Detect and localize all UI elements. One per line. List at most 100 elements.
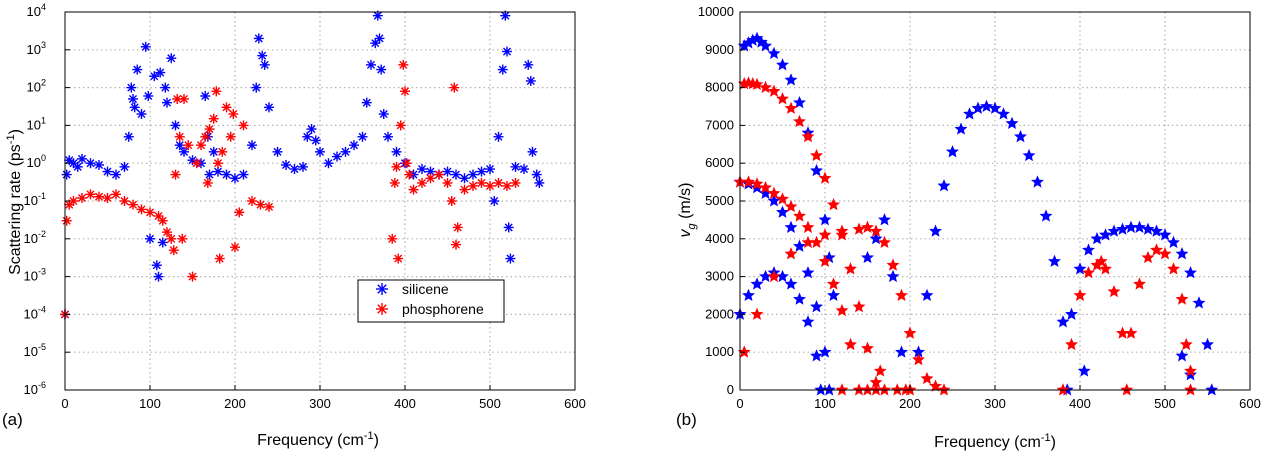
- chart-b-y-tick-label: 2000: [705, 306, 734, 321]
- point-silicene: [340, 146, 351, 157]
- point-silicene: [510, 161, 521, 172]
- chart-b-point: [1201, 337, 1214, 351]
- point-silicene: [349, 140, 359, 151]
- chart-b-point: [742, 288, 755, 301]
- point-phosphorene: [255, 199, 266, 210]
- point-silicene: [500, 10, 511, 21]
- chart-b-point: [784, 73, 798, 86]
- chart-b-x-tick-label: 200: [899, 396, 921, 411]
- point-silicene: [166, 53, 177, 64]
- chart-b-point: [844, 262, 857, 275]
- chart-b-point: [1048, 254, 1061, 267]
- chart-b-point: [784, 220, 798, 233]
- chart-a-y-tick-label: 10-4: [24, 304, 46, 321]
- point-silicene: [374, 33, 385, 44]
- point-silicene: [332, 151, 342, 162]
- chart-a-y-tick-label: 10-5: [24, 342, 46, 359]
- point-phosphorene: [234, 207, 245, 218]
- chart-b-point: [920, 288, 934, 301]
- chart-a-x-tick-label: 300: [309, 396, 331, 411]
- chart-b-point: [937, 179, 951, 192]
- chart-b-point: [793, 292, 806, 305]
- point-phosphorene: [119, 196, 130, 206]
- chart-a-y-tick-label: 10-2: [24, 229, 46, 246]
- point-silicene: [72, 161, 83, 172]
- chart-b-y-tick-label: 8000: [705, 80, 734, 95]
- chart-b-point: [861, 250, 874, 264]
- chart-b-point: [878, 213, 891, 226]
- point-silicene: [155, 67, 166, 78]
- chart-b-point: [929, 224, 942, 237]
- panel-label-a: (a): [2, 410, 23, 429]
- legend-marker-phosphorene: [376, 303, 388, 315]
- point-silicene: [123, 131, 134, 142]
- chart-b-point: [1141, 250, 1155, 264]
- legend-marker-silicene: [376, 283, 388, 295]
- point-phosphorene: [408, 184, 419, 195]
- chart-b-point: [1175, 349, 1189, 362]
- point-phosphorene: [417, 177, 427, 188]
- chart-b-x-tick-label: 600: [1239, 396, 1261, 411]
- chart-a-y-tick-label: 102: [27, 78, 46, 95]
- chart-a-x-tick-label: 600: [564, 396, 586, 411]
- point-phosphorene: [391, 161, 402, 172]
- point-phosphorene: [204, 124, 215, 135]
- chart-b-point: [873, 364, 887, 377]
- chart-b-point: [1090, 232, 1104, 245]
- point-silicene: [459, 173, 470, 184]
- series-silicene: [60, 10, 545, 320]
- point-silicene: [523, 59, 534, 70]
- chart-b-point: [784, 277, 798, 290]
- chart-b-point: [750, 307, 764, 320]
- point-silicene: [289, 164, 300, 175]
- point-silicene: [61, 169, 72, 180]
- chart-b-point: [818, 213, 832, 226]
- chart-b-x-axis-label: Frequency (cm-1): [934, 432, 1056, 451]
- point-phosphorene: [208, 113, 219, 124]
- chart-a-x-axis-label: Frequency (cm-1): [257, 430, 379, 449]
- chart-a-y-tick-label: 104: [27, 2, 46, 19]
- legend-label-silicene: silicene: [402, 281, 449, 297]
- chart-b-point: [776, 92, 789, 105]
- chart-b-point: [1133, 277, 1146, 290]
- point-silicene: [485, 164, 495, 175]
- chart-b-point: [767, 269, 781, 283]
- point-silicene: [132, 64, 143, 75]
- chart-b-x-ticks: 0 100 200 300 400 500 600: [736, 385, 1261, 411]
- point-silicene: [476, 166, 487, 177]
- chart-b-point: [1158, 228, 1172, 241]
- point-phosphorene: [493, 177, 504, 188]
- point-phosphorene: [442, 177, 453, 188]
- chart-b-point: [1167, 235, 1180, 249]
- chart-b-point: [784, 101, 798, 114]
- point-silicene: [315, 146, 325, 157]
- point-silicene: [160, 82, 171, 93]
- chart-b-point: [997, 107, 1010, 120]
- chart-b-point: [1056, 383, 1070, 396]
- point-silicene: [126, 82, 137, 93]
- chart-b-point: [1099, 228, 1112, 241]
- point-phosphorene: [434, 169, 444, 180]
- chart-b-y-tick-label: 5000: [705, 193, 734, 208]
- point-silicene: [204, 169, 215, 180]
- point-phosphorene: [213, 158, 223, 169]
- chart-b-point: [750, 77, 764, 91]
- chart-b-point: [1133, 220, 1146, 233]
- point-phosphorene: [162, 227, 172, 238]
- point-phosphorene: [85, 189, 96, 200]
- legend-label-phosphorene: phosphorene: [402, 301, 484, 317]
- chart-b-point: [1082, 266, 1095, 279]
- point-silicene: [376, 64, 387, 75]
- point-silicene: [119, 161, 130, 172]
- chart-a-x-ticks: 0 100 200 300 400 500 600: [61, 385, 586, 411]
- point-silicene: [259, 59, 270, 70]
- point-phosphorene: [398, 59, 409, 70]
- chart-b-point: [954, 122, 968, 135]
- chart-b-point: [1107, 284, 1121, 298]
- point-silicene: [179, 146, 189, 157]
- chart-b-point: [861, 341, 874, 354]
- point-silicene: [213, 166, 223, 177]
- point-phosphorene: [395, 120, 406, 131]
- chart-b-point: [835, 303, 849, 317]
